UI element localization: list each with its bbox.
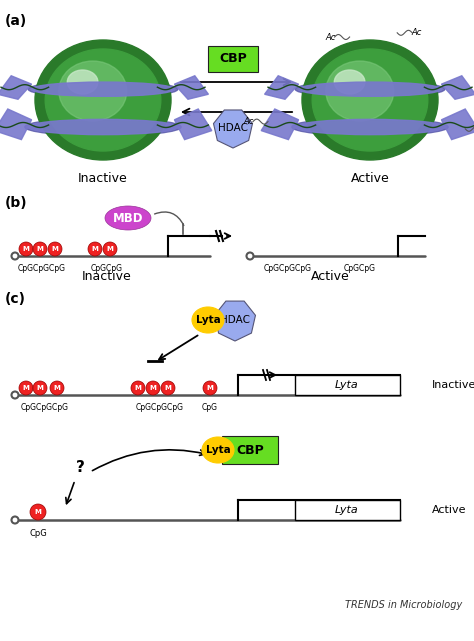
Text: M: M <box>150 385 156 391</box>
Text: CpGCpGCpG: CpGCpGCpG <box>21 403 69 412</box>
Polygon shape <box>174 76 209 99</box>
Text: Ac: Ac <box>411 28 421 37</box>
Circle shape <box>19 381 33 395</box>
Circle shape <box>131 381 145 395</box>
Text: M: M <box>107 246 113 252</box>
Circle shape <box>203 381 217 395</box>
Text: M: M <box>91 246 99 252</box>
Circle shape <box>246 253 254 260</box>
Circle shape <box>161 381 175 395</box>
Circle shape <box>11 517 18 524</box>
Text: CpGCpGCpG: CpGCpGCpG <box>264 264 312 273</box>
Text: Active: Active <box>432 505 466 515</box>
Ellipse shape <box>25 118 181 136</box>
Polygon shape <box>264 76 299 99</box>
Circle shape <box>48 242 62 256</box>
Ellipse shape <box>67 70 98 94</box>
Text: Active: Active <box>351 172 389 185</box>
Ellipse shape <box>59 61 127 121</box>
Text: M: M <box>35 509 41 515</box>
Text: Inactive: Inactive <box>82 270 132 283</box>
Ellipse shape <box>35 40 171 160</box>
Ellipse shape <box>32 82 174 96</box>
Text: MBD: MBD <box>113 212 143 224</box>
Text: CpG: CpG <box>29 529 47 538</box>
Text: (a): (a) <box>5 14 27 28</box>
Text: Ac: Ac <box>326 33 336 42</box>
Ellipse shape <box>292 118 448 136</box>
Circle shape <box>50 381 64 395</box>
Ellipse shape <box>312 49 428 151</box>
Circle shape <box>88 242 102 256</box>
Ellipse shape <box>299 82 441 96</box>
Text: CpG: CpG <box>202 403 218 412</box>
Text: CpGCpGCpG: CpGCpGCpG <box>18 264 66 273</box>
Circle shape <box>103 242 117 256</box>
Text: M: M <box>207 385 213 391</box>
Text: TRENDS in Microbiology: TRENDS in Microbiology <box>345 600 462 610</box>
Text: Lyta: Lyta <box>196 315 220 325</box>
Circle shape <box>146 381 160 395</box>
Text: Inactive: Inactive <box>78 172 128 185</box>
Polygon shape <box>261 109 299 140</box>
Text: CpGCpG: CpGCpG <box>91 264 123 273</box>
Text: CpGCpGCpG: CpGCpGCpG <box>136 403 184 412</box>
Text: (c): (c) <box>5 292 26 306</box>
Text: CBP: CBP <box>236 444 264 456</box>
Text: Inactive: Inactive <box>432 380 474 390</box>
Polygon shape <box>174 109 212 140</box>
Bar <box>295 375 400 395</box>
Circle shape <box>30 504 46 520</box>
Circle shape <box>11 392 18 399</box>
Polygon shape <box>441 109 474 140</box>
Text: M: M <box>52 246 58 252</box>
Circle shape <box>33 242 47 256</box>
Text: Lyta: Lyta <box>335 380 359 390</box>
Ellipse shape <box>202 437 234 463</box>
Circle shape <box>19 242 33 256</box>
Bar <box>295 500 400 520</box>
Circle shape <box>33 381 47 395</box>
Text: CBP: CBP <box>219 53 247 65</box>
Ellipse shape <box>295 119 445 135</box>
Ellipse shape <box>192 307 224 333</box>
Text: Active: Active <box>310 270 349 283</box>
Text: (b): (b) <box>5 196 27 210</box>
Ellipse shape <box>302 40 438 160</box>
Ellipse shape <box>105 206 151 230</box>
FancyBboxPatch shape <box>222 436 278 464</box>
Text: ?: ? <box>75 460 84 476</box>
Polygon shape <box>0 76 32 99</box>
Ellipse shape <box>45 49 161 151</box>
Text: HDAC: HDAC <box>218 123 248 133</box>
Text: Lyta: Lyta <box>206 445 230 455</box>
Text: M: M <box>36 385 44 391</box>
Ellipse shape <box>334 70 365 94</box>
Text: M: M <box>23 246 29 252</box>
Text: M: M <box>54 385 61 391</box>
Ellipse shape <box>326 61 394 121</box>
Text: M: M <box>36 246 44 252</box>
Text: M: M <box>23 385 29 391</box>
Polygon shape <box>441 76 474 99</box>
Ellipse shape <box>28 81 178 97</box>
FancyBboxPatch shape <box>208 46 258 72</box>
Ellipse shape <box>28 119 178 135</box>
Text: HDAC: HDAC <box>220 315 250 325</box>
Text: CpGCpG: CpGCpG <box>344 264 376 273</box>
Polygon shape <box>0 109 32 140</box>
Text: Ac: Ac <box>244 117 254 126</box>
Text: M: M <box>135 385 141 391</box>
Text: Lyta: Lyta <box>335 505 359 515</box>
Text: M: M <box>164 385 172 391</box>
Ellipse shape <box>295 81 445 97</box>
Circle shape <box>11 253 18 260</box>
